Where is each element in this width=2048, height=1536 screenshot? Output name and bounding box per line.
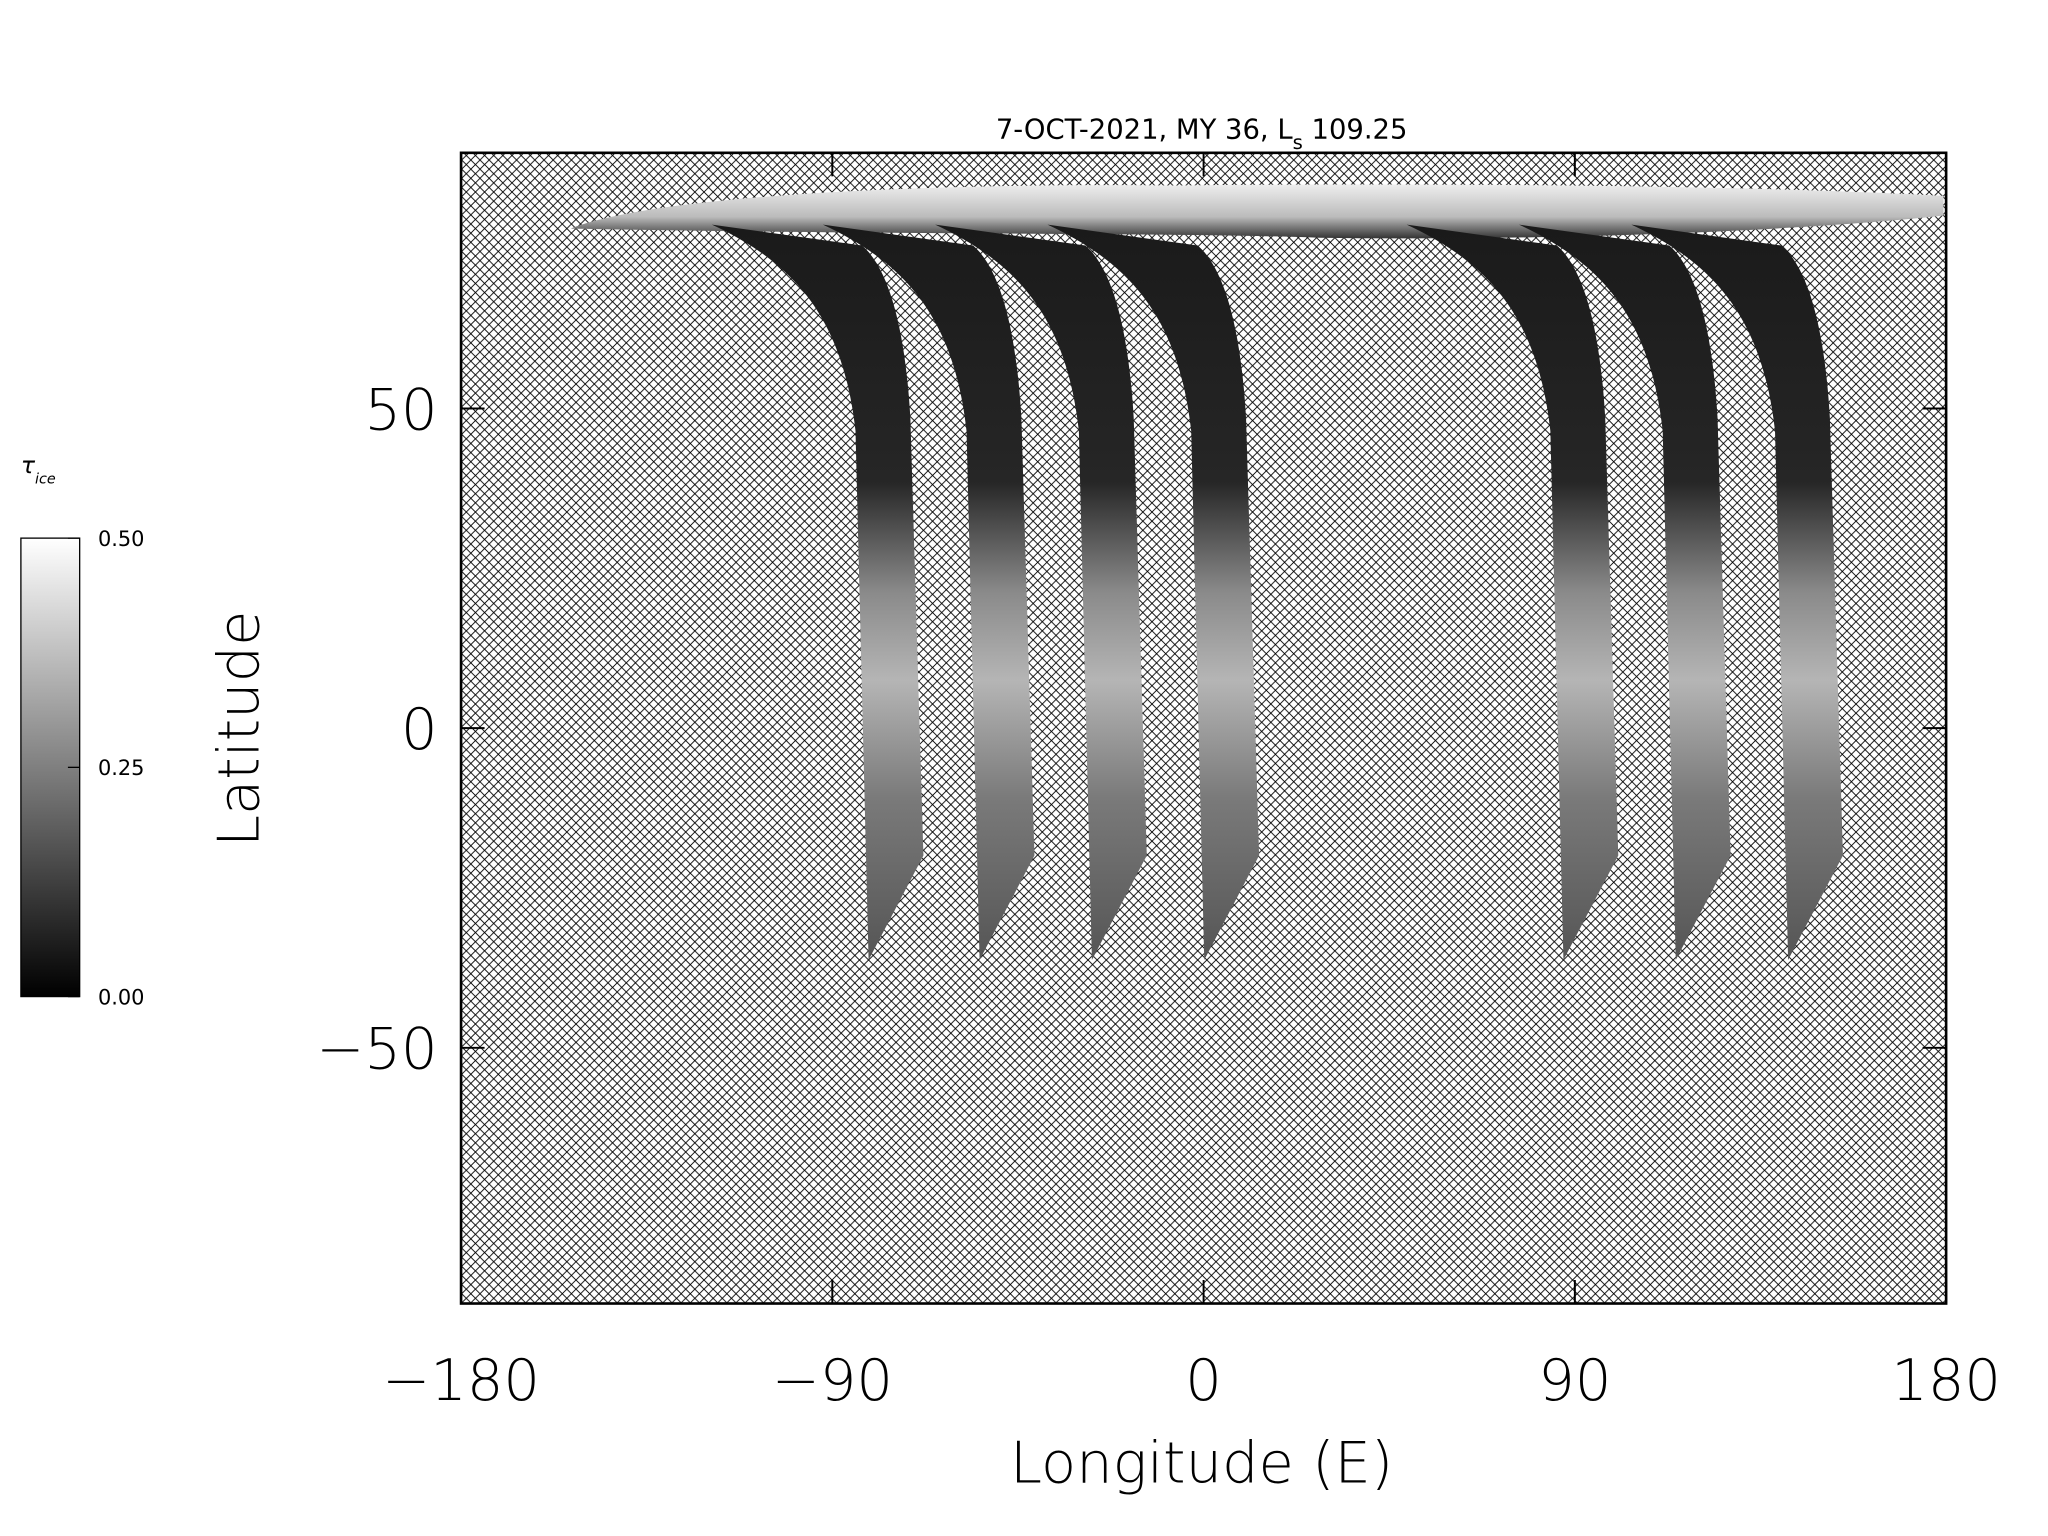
colorbar-tick-label: 0.50 <box>98 527 144 551</box>
chart-title: 7-OCT-2021, MY 36, Ls 109.25 <box>996 114 1408 153</box>
x-tick-label: 180 <box>1891 1347 2001 1414</box>
colorbar-label: τice <box>21 451 56 487</box>
colorbar-tick-label: 0.25 <box>98 756 144 780</box>
colorbar-subscript: ice <box>35 471 56 487</box>
y-tick-label: −50 <box>316 1016 437 1083</box>
x-tick-label: 0 <box>1185 1347 1222 1414</box>
polar-cap-swath <box>570 184 1944 239</box>
orbit-swath <box>935 224 1147 960</box>
x-tick-label: −180 <box>382 1347 540 1414</box>
colorbar-symbol: τ <box>21 451 36 479</box>
orbit-swath <box>1519 224 1731 960</box>
y-axis-label: Latitude <box>206 611 273 847</box>
title-subscript: s <box>1293 131 1303 154</box>
title-suffix: 109.25 <box>1303 114 1408 145</box>
orbit-swath <box>1406 224 1619 960</box>
colorbar-tick-label: 0.00 <box>98 985 144 1009</box>
title-text: 7-OCT-2021, MY 36, L <box>996 114 1293 145</box>
y-tick-label: 0 <box>401 696 438 763</box>
orbit-swath <box>1631 224 1843 960</box>
x-tick-label: 90 <box>1538 1347 1611 1414</box>
x-axis-label: Longitude (E) <box>1010 1429 1393 1496</box>
orbit-swath <box>1047 224 1260 960</box>
y-tick-label: 50 <box>364 376 437 443</box>
x-tick-label: −90 <box>772 1347 893 1414</box>
orbit-swath <box>822 224 1035 960</box>
orbit-swath <box>711 224 924 960</box>
swath-layer <box>570 184 1944 960</box>
